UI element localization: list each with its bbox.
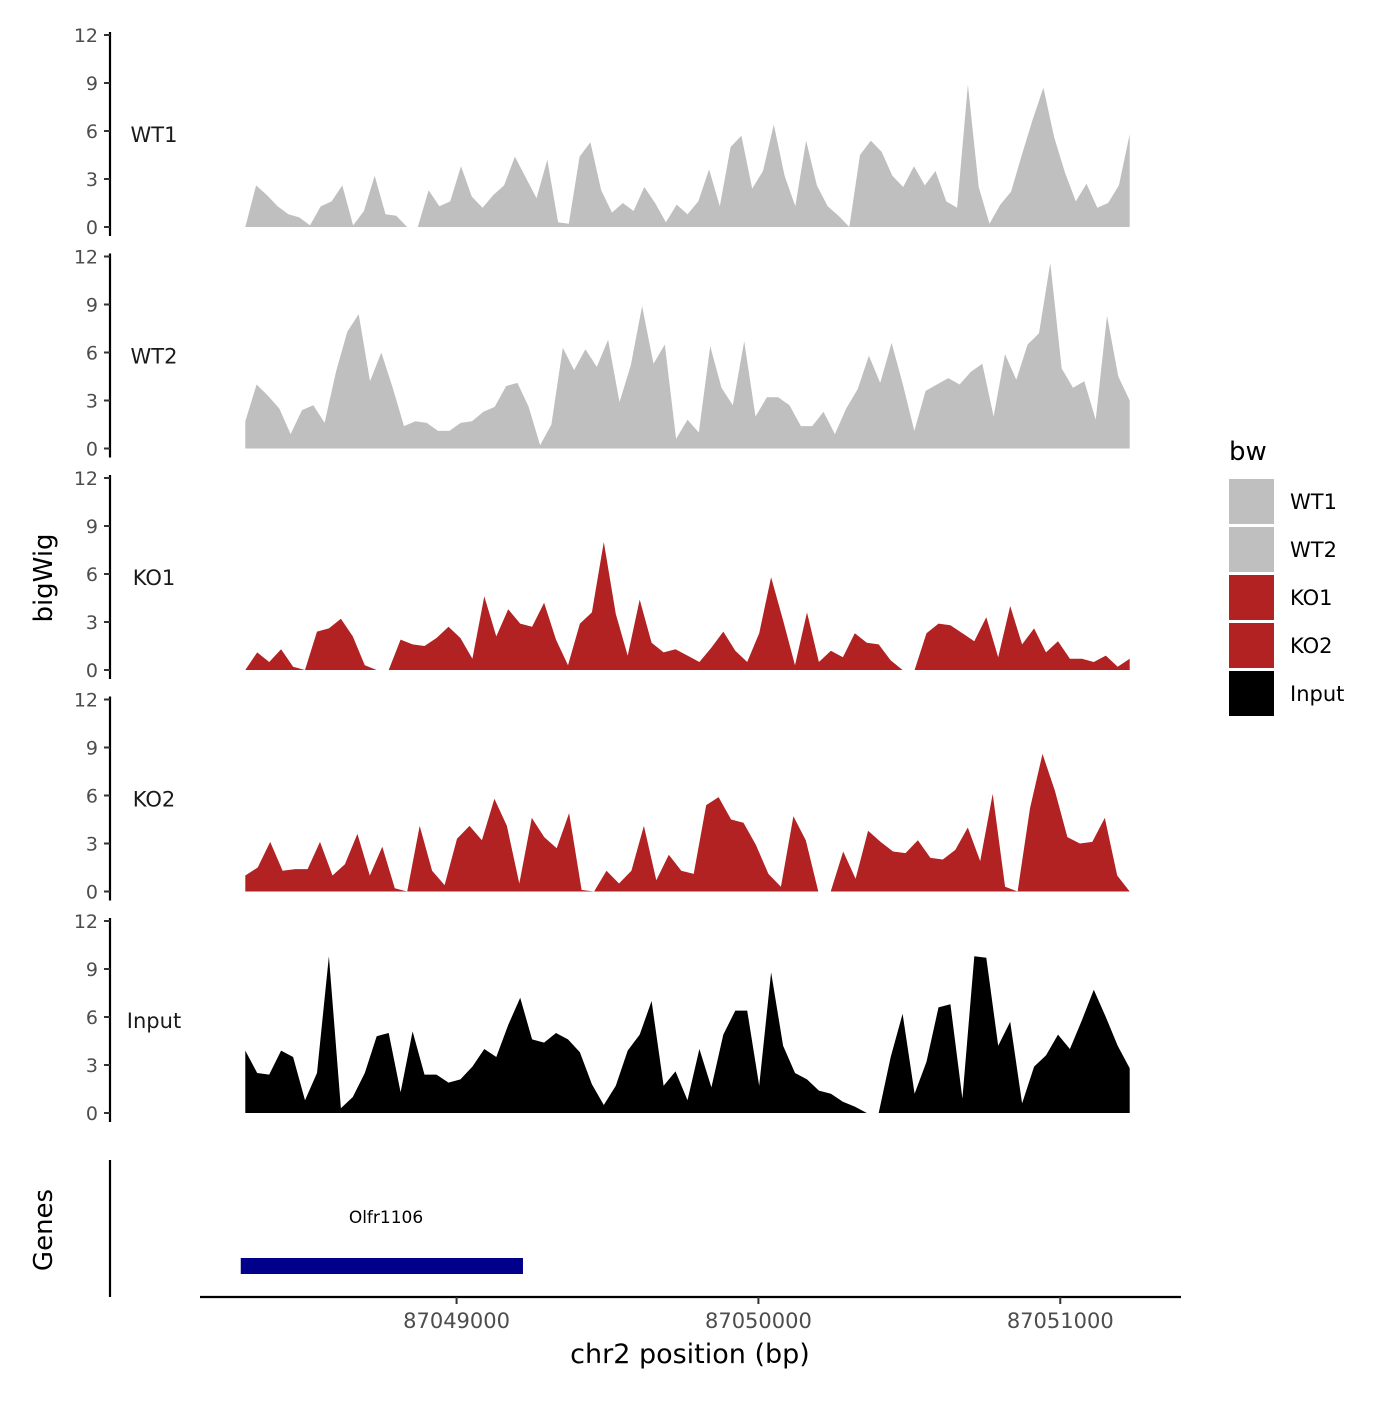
y-tick-label: 12 (74, 25, 98, 47)
legend-label-ko2: KO2 (1290, 634, 1333, 658)
y-tick-label: 0 (86, 660, 98, 682)
track-wt1: 0 3 6 9 12 WT1 (74, 25, 1130, 239)
legend-label-wt1: WT1 (1290, 490, 1337, 514)
y-tick-label: 9 (86, 516, 98, 538)
y-tick-label: 3 (86, 834, 98, 856)
y-tick-label: 6 (86, 121, 98, 143)
genes-panel: Olfr1106 (108, 1160, 523, 1297)
y-tick-label: 9 (86, 73, 98, 95)
y-tick-label: 3 (86, 1055, 98, 1077)
track-label: WT2 (131, 345, 178, 369)
coverage-area-ko1 (245, 542, 1130, 670)
y-tick-label: 3 (86, 169, 98, 191)
coverage-area-input (245, 956, 1130, 1113)
track-wt2: 0 3 6 9 12 WT2 (74, 247, 1130, 461)
y-tick-label: 6 (86, 786, 98, 808)
y-tick-label: 6 (86, 343, 98, 365)
legend-swatch-wt2 (1229, 527, 1274, 572)
legend-label-input: Input (1290, 682, 1344, 706)
legend-swatch-ko2 (1229, 623, 1274, 668)
track-ko2: 0 3 6 9 12 KO2 (74, 690, 1130, 904)
x-axis-title: chr2 position (bp) (570, 1339, 810, 1370)
y-tick-label: 9 (86, 295, 98, 317)
x-tick-label: 87049000 (403, 1309, 510, 1333)
y-tick-label: 12 (74, 911, 98, 933)
y-tick-label: 12 (74, 247, 98, 269)
y-tick-label: 0 (86, 882, 98, 904)
coverage-area-wt1 (245, 84, 1130, 227)
y-tick-label: 0 (86, 1103, 98, 1125)
legend-label-ko1: KO1 (1290, 586, 1333, 610)
y-tick-label: 12 (74, 468, 98, 490)
track-label: Input (127, 1009, 181, 1033)
tracks: 0 3 6 9 12 WT1 0 3 6 9 12 WT2 0 3 6 9 12 KO1 0 3 6 9 12 KO2 0 3 6 9… (74, 25, 1130, 1125)
y-tick-label: 3 (86, 391, 98, 413)
x-tick-label: 87051000 (1007, 1309, 1114, 1333)
y-tick-label: 6 (86, 564, 98, 586)
y-tick-label: 6 (86, 1007, 98, 1029)
x-axis: 87049000 87050000 87051000 (200, 1295, 1181, 1333)
legend-swatch-ko1 (1229, 575, 1274, 620)
y-tick-label: 3 (86, 612, 98, 634)
legend: bw WT1 WT2 KO1 KO2 Input (1229, 437, 1344, 716)
legend-label-wt2: WT2 (1290, 538, 1337, 562)
track-ko1: 0 3 6 9 12 KO1 (74, 468, 1130, 682)
coverage-area-ko2 (245, 753, 1130, 892)
x-tick-label: 87050000 (705, 1309, 812, 1333)
gene-label: Olfr1106 (349, 1208, 423, 1228)
track-label: WT1 (131, 123, 178, 147)
y-axis-title: bigWig (29, 533, 59, 622)
legend-swatch-wt1 (1229, 479, 1274, 524)
track-label: KO1 (133, 566, 176, 590)
genes-axis-title: Genes (29, 1189, 59, 1271)
gene-body (240, 1258, 523, 1274)
y-tick-label: 0 (86, 439, 98, 461)
y-tick-label: 12 (74, 690, 98, 712)
track-label: KO2 (133, 788, 176, 812)
legend-title: bw (1229, 437, 1267, 467)
legend-swatch-input (1229, 671, 1274, 716)
track-input: 0 3 6 9 12 Input (74, 911, 1130, 1125)
y-tick-label: 9 (86, 738, 98, 760)
y-tick-label: 9 (86, 959, 98, 981)
coverage-area-wt2 (245, 262, 1130, 449)
y-tick-label: 0 (86, 217, 98, 239)
